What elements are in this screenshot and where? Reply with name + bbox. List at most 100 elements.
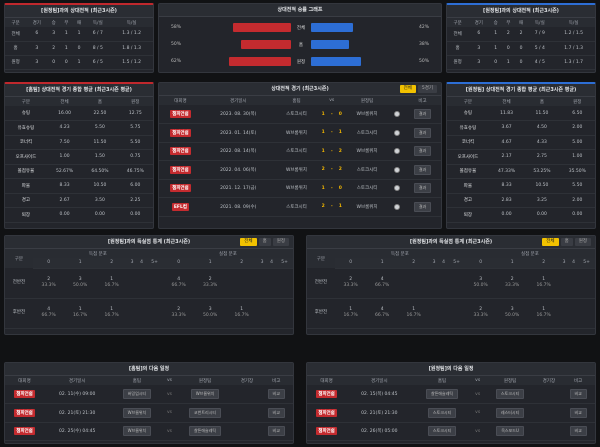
result-button[interactable]: 결과 [413, 127, 432, 138]
home-team[interactable]: W브롬위치 [110, 403, 164, 423]
tab-5-games[interactable]: 5경기 [417, 85, 437, 93]
away-team[interactable]: W브롬위치 [345, 142, 389, 161]
vs-label: vs [471, 385, 484, 404]
tab-away[interactable]: 원정 [272, 238, 289, 246]
compare-button[interactable]: 비교 [569, 426, 587, 437]
away-team-label[interactable]: 챨튼애슬레틱 [188, 426, 222, 437]
dist-cell [448, 268, 465, 299]
home-team-label[interactable]: 스토크시티 [427, 407, 457, 418]
goal-count-header: 1 [366, 258, 398, 269]
row-label: 파울 [5, 178, 47, 194]
home-team-label[interactable]: 스토크시티 [427, 426, 457, 437]
away-team[interactable]: W브롬위치 [345, 105, 389, 124]
dist-cell [276, 268, 293, 299]
result-button[interactable]: 결과 [413, 183, 432, 194]
stat-table: 구분 전체 홈 원정 슈팅 16.00 22.50 12.75 유효슈팅 4.23 5.50 5.7… [5, 97, 153, 223]
compare-button[interactable]: 비교 [267, 389, 285, 399]
home-team-label[interactable]: W브롬위치 [122, 426, 152, 437]
dist-filter-tabs: 전체 홈 원정 [240, 238, 289, 246]
row-label: 전체 [447, 27, 469, 42]
away-team[interactable]: 코번트리시티 [175, 403, 235, 423]
home-team[interactable]: 스토크시티 [274, 197, 319, 217]
home-team[interactable]: 스토크시티 [412, 403, 472, 423]
table-row: 경고 2.67 3.50 2.25 [5, 193, 153, 208]
home-team-label[interactable]: 버밍엄시티 [122, 389, 152, 399]
home-team[interactable]: W브롬위치 [274, 179, 319, 198]
away-team[interactable]: W브롬위치 [345, 197, 389, 217]
dist-count: 4 [380, 277, 384, 282]
home-team-label[interactable]: W브롬위치 [122, 407, 152, 418]
compare-button-cell: 비교 [259, 385, 293, 404]
table-row: 챔피언쉽 02. 11(수) 09:00 버밍엄시티 vs W브롬위치 비교 [5, 385, 293, 404]
dist-cell [578, 298, 595, 329]
dist-cell: 4 66.7% [32, 298, 65, 329]
tab-all[interactable]: 전체 [240, 238, 257, 246]
stat-cell: 1.7 / 1.3 [552, 41, 595, 56]
compare-button[interactable]: 비교 [267, 407, 285, 418]
compare-button[interactable]: 비교 [569, 407, 587, 418]
home-team[interactable]: 버밍엄시티 [110, 385, 164, 404]
tab-home[interactable]: 홈 [560, 238, 573, 246]
compare-button[interactable]: 비교 [267, 426, 285, 437]
result-button[interactable]: 결과 [413, 164, 432, 175]
score-separator: - [328, 179, 336, 198]
home-team[interactable]: W브롬위치 [274, 123, 319, 143]
goal-count-header: 2 [95, 258, 128, 269]
tab-all[interactable]: 전체 [542, 238, 559, 246]
row-label: 경고 [5, 193, 47, 208]
away-team-label[interactable]: 스토크시티 [495, 389, 525, 399]
away-team[interactable]: 스토크시티 [345, 123, 389, 143]
table-row: 오프사이드 1.00 1.50 0.75 [5, 149, 153, 165]
away-team-label[interactable]: W브롬위치 [190, 389, 220, 399]
home-team[interactable]: 스토크시티 [412, 422, 472, 441]
away-team[interactable]: 스토크시티 [483, 385, 537, 404]
dist-count: 2 [47, 277, 51, 282]
column-header: vs [163, 376, 176, 385]
stat-cell: 12.75 [117, 106, 153, 121]
home-team[interactable]: 스토크시티 [274, 105, 319, 124]
compare-button[interactable]: 비교 [569, 389, 587, 399]
away-score: 1 [335, 197, 346, 217]
away-team-label[interactable]: 코번트리시티 [188, 407, 222, 418]
match-date: 2023. 01. 14(토) [201, 123, 275, 143]
tab-away[interactable]: 원정 [574, 238, 591, 246]
home-team[interactable]: 스토크시티 [274, 142, 319, 161]
stat-cell: 1 [489, 27, 503, 42]
home-team[interactable]: W브롬위치 [274, 160, 319, 180]
away-team[interactable]: 옥스포드U [483, 422, 537, 441]
home-team[interactable]: W브롬위치 [110, 422, 164, 441]
goal-count-header: 4 [266, 258, 277, 269]
dist-percent: 33.3% [473, 313, 488, 318]
away-team[interactable]: W브롬위치 [175, 385, 235, 404]
dist-count: 2 [479, 307, 483, 312]
result-button[interactable]: 결과 [413, 109, 432, 119]
league-cell: 챔피언쉽 [159, 160, 202, 180]
away-team[interactable]: 스토크시티 [345, 160, 389, 180]
away-team-label[interactable]: 옥스포드U [496, 426, 524, 437]
tab-all[interactable]: 전체 [399, 85, 416, 93]
home-team[interactable]: 챨튼애슬레틱 [412, 385, 472, 404]
home-team-label[interactable]: 챨튼애슬레틱 [426, 389, 459, 399]
score-separator: - [328, 105, 336, 124]
result-button[interactable]: 결과 [413, 201, 432, 212]
away-team[interactable]: 챨튼애슬레틱 [175, 422, 235, 441]
table-header-row: 대회명 경기일시 홈팀 vs 원정팀 경기장 비고 [307, 376, 595, 385]
soccer-ball-icon [393, 203, 400, 210]
away-team[interactable]: 레스터시티 [483, 403, 537, 423]
match-date: 02. 21(토) 21:30 [346, 403, 413, 423]
tab-home[interactable]: 홈 [258, 238, 271, 246]
dist-percent: 66.7% [171, 283, 186, 288]
dist-percent: 16.7% [536, 283, 551, 288]
vs-label: vs [471, 403, 484, 423]
result-button[interactable]: 결과 [413, 146, 432, 157]
table-header-row: 구분 전체 홈 원정 [5, 97, 153, 106]
column-header: 경기일시 [44, 376, 111, 385]
dist-percent: 50.0% [203, 313, 218, 318]
vs-label: vs [471, 422, 484, 441]
away-team-label[interactable]: 레스터시티 [495, 407, 525, 418]
league-cell: 챔피언쉽 [307, 385, 347, 404]
column-header: 대회명 [159, 96, 202, 105]
stat-cell: 35.50% [559, 164, 595, 179]
panel-title-text: 상대전적 경기 (최근3시즌) [271, 86, 329, 92]
away-team[interactable]: 스토크시티 [345, 179, 389, 198]
